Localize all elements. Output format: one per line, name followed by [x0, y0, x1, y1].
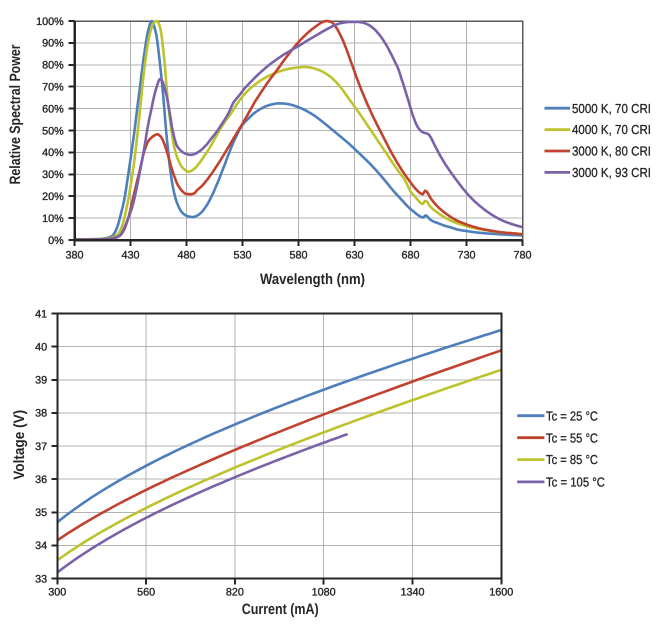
svg-text:70%: 70% [42, 82, 64, 94]
svg-text:10%: 10% [42, 213, 64, 225]
svg-text:Tc = 105 °C: Tc = 105 °C [546, 475, 605, 490]
svg-text:100%: 100% [36, 16, 64, 28]
svg-text:90%: 90% [42, 38, 64, 50]
svg-text:40%: 40% [42, 147, 64, 159]
svg-text:630: 630 [345, 250, 363, 262]
svg-text:430: 430 [121, 250, 139, 262]
svg-text:Tc = 85 °C: Tc = 85 °C [546, 452, 598, 467]
svg-text:30%: 30% [42, 169, 64, 181]
svg-text:Wavelength (nm): Wavelength (nm) [260, 271, 365, 288]
svg-text:37: 37 [35, 441, 47, 453]
svg-text:39: 39 [35, 375, 47, 387]
svg-text:50%: 50% [42, 125, 64, 137]
svg-text:820: 820 [226, 587, 244, 599]
svg-text:4000 K, 70 CRI: 4000 K, 70 CRI [572, 122, 651, 137]
svg-text:36: 36 [35, 474, 47, 486]
svg-text:5000 K, 70 CRI: 5000 K, 70 CRI [572, 101, 651, 116]
svg-text:Current (mA): Current (mA) [242, 601, 319, 618]
svg-text:680: 680 [401, 250, 419, 262]
svg-text:Tc = 55 °C: Tc = 55 °C [546, 430, 598, 445]
svg-text:780: 780 [513, 250, 531, 262]
svg-text:3000 K, 93 CRI: 3000 K, 93 CRI [572, 165, 651, 180]
svg-text:80%: 80% [42, 60, 64, 72]
svg-text:40: 40 [35, 341, 47, 353]
svg-text:41: 41 [35, 308, 47, 320]
svg-text:Voltage (V): Voltage (V) [11, 410, 28, 480]
svg-text:1340: 1340 [400, 587, 424, 599]
svg-text:33: 33 [35, 573, 47, 585]
svg-text:1080: 1080 [312, 587, 336, 599]
svg-text:380: 380 [65, 250, 83, 262]
svg-text:35: 35 [35, 507, 47, 519]
svg-text:1600: 1600 [489, 587, 513, 599]
svg-text:530: 530 [233, 250, 251, 262]
svg-text:60%: 60% [42, 103, 64, 115]
svg-text:300: 300 [48, 587, 66, 599]
svg-text:480: 480 [177, 250, 195, 262]
svg-text:0%: 0% [48, 235, 64, 247]
svg-text:20%: 20% [42, 191, 64, 203]
svg-text:730: 730 [457, 250, 475, 262]
svg-text:Relative Spectral Power: Relative Spectral Power [7, 44, 24, 184]
svg-text:Tc = 25 °C: Tc = 25 °C [546, 408, 598, 423]
svg-text:38: 38 [35, 408, 47, 420]
svg-text:34: 34 [35, 540, 47, 552]
svg-text:580: 580 [289, 250, 307, 262]
svg-text:560: 560 [137, 587, 155, 599]
svg-text:3000 K, 80 CRI: 3000 K, 80 CRI [572, 144, 651, 159]
